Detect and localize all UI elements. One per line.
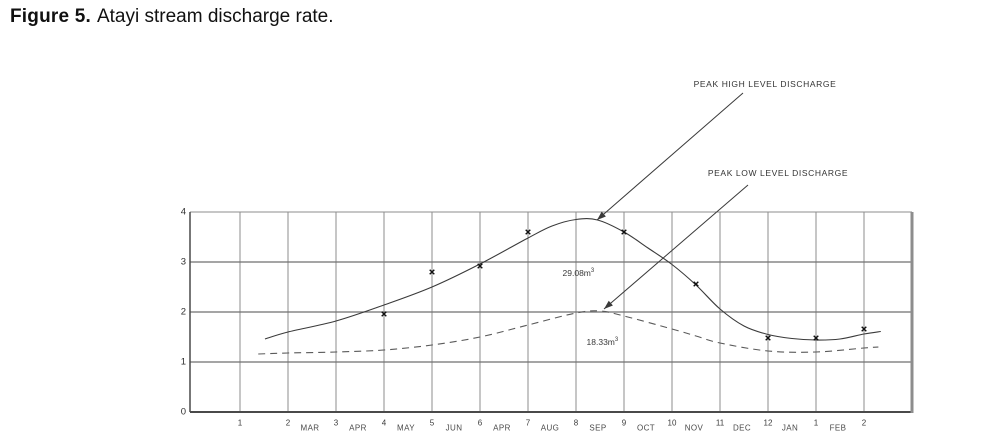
data-point-marker bbox=[525, 229, 531, 235]
x-tick-label: 3 bbox=[333, 418, 339, 428]
figure-label: Figure 5. bbox=[10, 6, 91, 27]
data-point-marker bbox=[813, 335, 819, 341]
x-month-label: APR bbox=[349, 423, 367, 433]
annotation-arrow-line bbox=[603, 184, 749, 310]
figure-caption: Figure 5. Atayi stream discharge rate. bbox=[10, 6, 334, 28]
x-tick-label: 4 bbox=[381, 418, 387, 428]
x-tick-label: 10 bbox=[667, 418, 677, 428]
x-tick-label: 7 bbox=[525, 418, 531, 428]
x-month-label: MAY bbox=[397, 423, 415, 433]
x-month-label: DEC bbox=[732, 423, 752, 433]
high-discharge-curve bbox=[264, 218, 881, 341]
data-point-marker bbox=[765, 335, 771, 341]
data-point-marker bbox=[861, 326, 867, 332]
peak-low-level-discharge-label: PEAK LOW LEVEL DISCHARGE bbox=[707, 168, 849, 178]
x-tick-label: 5 bbox=[429, 418, 435, 428]
x-month-label: JUN bbox=[445, 423, 463, 433]
data-point-marker bbox=[477, 263, 483, 269]
data-point-marker bbox=[693, 281, 699, 287]
x-tick-label: 1 bbox=[237, 418, 243, 428]
x-month-label: SEP bbox=[589, 423, 607, 433]
annotation-arrowhead bbox=[597, 211, 606, 220]
peak-high-level-discharge-label: PEAK HIGH LEVEL DISCHARGE bbox=[693, 79, 837, 89]
x-month-label: OCT bbox=[636, 423, 656, 433]
y-tick-label: 2 bbox=[180, 306, 186, 318]
x-month-label: FEB bbox=[829, 423, 847, 433]
x-tick-label: 12 bbox=[763, 418, 773, 428]
x-month-label: AUG bbox=[540, 423, 560, 433]
y-tick-label: 1 bbox=[180, 356, 186, 368]
x-tick-label: 1 bbox=[813, 418, 819, 428]
annotation-high-discharge: 29.08m3 bbox=[562, 268, 595, 278]
x-tick-label: 8 bbox=[573, 418, 579, 428]
y-tick-label: 3 bbox=[180, 256, 186, 268]
x-tick-label: 11 bbox=[715, 418, 725, 428]
data-point-marker bbox=[429, 269, 435, 275]
annotation-arrow-line bbox=[596, 92, 744, 221]
x-tick-label: 2 bbox=[285, 418, 291, 428]
x-tick-label: 9 bbox=[621, 418, 627, 428]
x-tick-label: 2 bbox=[861, 418, 867, 428]
annotation-arrowhead bbox=[604, 300, 613, 309]
x-month-label: NOV bbox=[684, 423, 704, 433]
figure-title: Atayi stream discharge rate. bbox=[96, 6, 334, 27]
x-month-label: MAR bbox=[300, 423, 320, 433]
y-tick-label: 0 bbox=[180, 406, 186, 418]
x-month-label: APR bbox=[493, 423, 511, 433]
x-month-label: JAN bbox=[781, 423, 799, 433]
data-point-marker bbox=[621, 229, 627, 235]
low-discharge-curve bbox=[258, 310, 879, 355]
annotation-low-discharge: 18.33m3 bbox=[586, 337, 619, 347]
x-tick-label: 6 bbox=[477, 418, 483, 428]
data-point-marker bbox=[381, 311, 387, 317]
y-tick-label: 4 bbox=[180, 206, 186, 218]
